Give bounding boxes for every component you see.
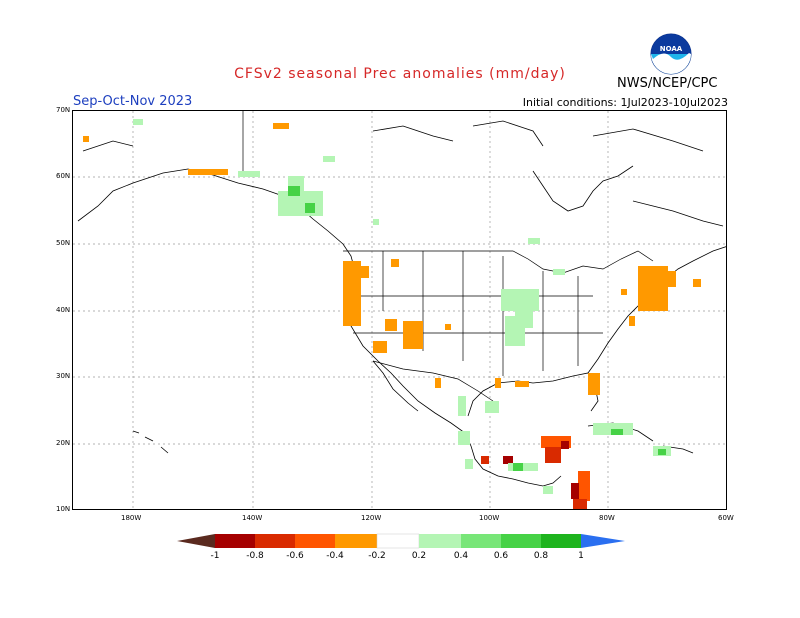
strong-dry-anomalies	[481, 436, 590, 509]
colorbar-label-minus04: -0.4	[326, 551, 344, 561]
colorbar-label-minus06: -0.6	[286, 551, 304, 561]
map-title: CFSv2 seasonal Prec anomalies (mm/day)	[234, 66, 566, 82]
season-label: Sep-Oct-Nov 2023	[73, 94, 193, 109]
noaa-logo-text: NOAA	[660, 45, 683, 53]
colorbar-label-minus1: -1	[211, 551, 220, 561]
colorbar-swatch-06	[501, 534, 541, 548]
lat-label-40n: 40N	[56, 306, 71, 314]
dry-anomalies	[83, 123, 701, 395]
political-borders	[242, 111, 654, 402]
lat-label-70n: 70N	[56, 106, 71, 114]
colorbar: -1 -0.8 -0.6 -0.4 -0.2 0.2 0.4 0.6 0.8 1	[177, 533, 625, 561]
colorbar-swatch-04	[461, 534, 501, 548]
colorbar-swatch-neutral	[376, 533, 420, 549]
lat-label-50n: 50N	[56, 239, 71, 247]
colorbar-swatch-minus04	[335, 534, 377, 548]
colorbar-label-minus02: -0.2	[368, 551, 386, 561]
colorbar-swatch-08	[541, 534, 581, 548]
lon-label-80w: 80W	[599, 514, 615, 522]
lat-label-60n: 60N	[56, 172, 71, 180]
colorbar-label-1: 1	[578, 551, 584, 561]
colorbar-swatch-02	[419, 534, 461, 548]
colorbar-swatch-lt-minus1	[177, 534, 215, 548]
colorbar-label-04: 0.4	[454, 551, 469, 561]
colorbar-swatch-minus1	[215, 534, 255, 548]
organization-label: NWS/NCEP/CPC	[617, 76, 718, 91]
lon-label-140w: 140W	[242, 514, 263, 522]
colorbar-label-02: 0.2	[412, 551, 426, 561]
lon-label-60w: 60W	[718, 514, 734, 522]
colorbar-swatch-minus06	[295, 534, 335, 548]
noaa-logo: NOAA	[650, 33, 692, 75]
lat-label-10n: 10N	[56, 505, 71, 513]
lon-label-120w: 120W	[361, 514, 382, 522]
lon-label-100w: 100W	[479, 514, 500, 522]
lat-label-30n: 30N	[56, 372, 71, 380]
colorbar-label-minus08: -0.8	[246, 551, 264, 561]
colorbar-label-08: 0.8	[534, 551, 549, 561]
anomaly-map	[72, 110, 727, 510]
initial-conditions-label: Initial conditions: 1Jul2023-10Jul2023	[522, 96, 728, 109]
colorbar-swatch-gt-1	[581, 534, 625, 548]
map-grid	[73, 111, 726, 509]
lat-label-20n: 20N	[56, 439, 71, 447]
colorbar-swatch-minus08	[255, 534, 295, 548]
map-canvas	[73, 111, 726, 509]
strong-wet-anomalies	[288, 186, 666, 471]
colorbar-label-06: 0.6	[494, 551, 509, 561]
lon-label-180w: 180W	[121, 514, 142, 522]
